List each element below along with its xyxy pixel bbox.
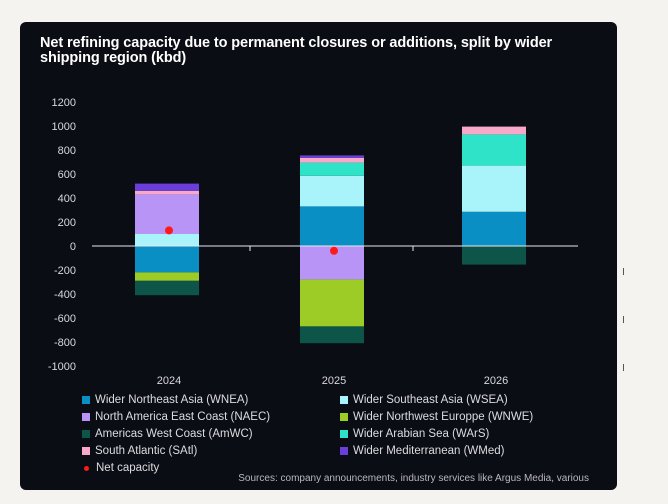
legend-label: Net capacity bbox=[96, 462, 160, 474]
bar-segment-amwc-2025 bbox=[300, 326, 364, 344]
source-note: Sources: company announcements, industry… bbox=[238, 473, 589, 484]
y-tick-label: 400 bbox=[58, 193, 76, 205]
legend-label: North America East Coast (NAEC) bbox=[95, 411, 271, 423]
y-tick-label: 200 bbox=[58, 217, 76, 229]
legend-label: Wider Southeast Asia (WSEA) bbox=[353, 394, 508, 406]
y-tick-label: -200 bbox=[54, 265, 76, 277]
chart-card: Net refining capacity due to permanent c… bbox=[20, 22, 617, 490]
legend-item: Wider Arabian Sea (WArS) bbox=[340, 428, 489, 440]
legend-swatch bbox=[340, 413, 348, 421]
legend-swatch bbox=[340, 396, 348, 404]
y-tick-label: 600 bbox=[58, 169, 76, 181]
bar-segment-satl-2026 bbox=[462, 126, 526, 135]
decor-tick bbox=[623, 316, 624, 323]
y-tick-label: 1000 bbox=[52, 121, 76, 133]
legend-dot-icon bbox=[84, 465, 89, 471]
net-capacity-point-2025 bbox=[330, 246, 338, 255]
bar-segment-amwc-2026 bbox=[462, 246, 526, 265]
legend-swatch bbox=[82, 413, 90, 421]
bar-segment-amwc-2024 bbox=[135, 280, 199, 296]
bar-segment-wnea-2026 bbox=[462, 211, 526, 246]
legend-label: Wider Arabian Sea (WArS) bbox=[353, 428, 490, 440]
legend-swatch bbox=[82, 447, 90, 455]
y-tick-label: -600 bbox=[54, 313, 76, 325]
bar-segment-wsea-2024 bbox=[135, 234, 199, 246]
legend-label: Wider Northwest Europpe (WNWE) bbox=[353, 411, 534, 423]
bar-segment-wnwe-2025 bbox=[300, 279, 364, 327]
bar-segment-wsea-2026 bbox=[462, 165, 526, 212]
x-tick-label: 2025 bbox=[322, 375, 346, 387]
bar-segment-wnea-2025 bbox=[300, 206, 364, 246]
y-tick-label: 1200 bbox=[52, 97, 76, 109]
bar-segment-wars-2026 bbox=[462, 134, 526, 166]
y-tick-label: -400 bbox=[54, 289, 76, 301]
bar-segment-wnwe-2024 bbox=[135, 272, 199, 281]
bar-segment-wmed-2024 bbox=[135, 183, 199, 191]
bar-segment-satl-2024 bbox=[135, 190, 199, 195]
bar-segment-wnea-2024 bbox=[135, 246, 199, 273]
bar-segment-wmed-2025 bbox=[300, 155, 364, 158]
y-tick-label: 0 bbox=[70, 241, 76, 253]
y-tick-label: -800 bbox=[54, 337, 76, 349]
legend-item: Wider Mediterranean (WMed) bbox=[340, 445, 504, 457]
legend-swatch bbox=[340, 430, 348, 438]
legend-item: Americas West Coast (AmWC) bbox=[82, 428, 253, 440]
legend-swatch bbox=[82, 430, 90, 438]
legend-item: North America East Coast (NAEC) bbox=[82, 411, 270, 423]
bar-segment-satl-2025 bbox=[300, 157, 364, 163]
legend-label: Wider Northeast Asia (WNEA) bbox=[95, 394, 249, 406]
bar-segment-wsea-2025 bbox=[300, 175, 364, 207]
chart-title: Net refining capacity due to permanent c… bbox=[40, 35, 553, 66]
chart-plot: 1200 1000 800 600 400 200 0 -200 -400 -600 -800 -10… bbox=[48, 97, 578, 387]
legend-item: Net capacity bbox=[82, 462, 159, 474]
legend-label: Americas West Coast (AmWC) bbox=[95, 428, 253, 440]
legend-item: Wider Northeast Asia (WNEA) bbox=[82, 394, 248, 406]
legend-item: Wider Northwest Europpe (WNWE) bbox=[340, 411, 533, 423]
decor-tick bbox=[623, 268, 624, 275]
legend-item: Wider Southeast Asia (WSEA) bbox=[340, 394, 508, 406]
legend-item: South Atlantic (SAtl) bbox=[82, 445, 197, 457]
legend-label: South Atlantic (SAtl) bbox=[95, 445, 198, 457]
x-tick-label: 2024 bbox=[157, 375, 181, 387]
net-capacity-point-2024 bbox=[165, 226, 173, 235]
x-tick-label: 2026 bbox=[484, 375, 508, 387]
legend-swatch bbox=[82, 396, 90, 404]
legend-swatch bbox=[340, 447, 348, 455]
y-tick-label: 800 bbox=[58, 145, 76, 157]
y-tick-label: -1000 bbox=[48, 361, 76, 373]
decor-tick bbox=[623, 364, 624, 371]
legend-label: Wider Mediterranean (WMed) bbox=[353, 445, 505, 457]
bar-segment-wars-2025 bbox=[300, 162, 364, 176]
